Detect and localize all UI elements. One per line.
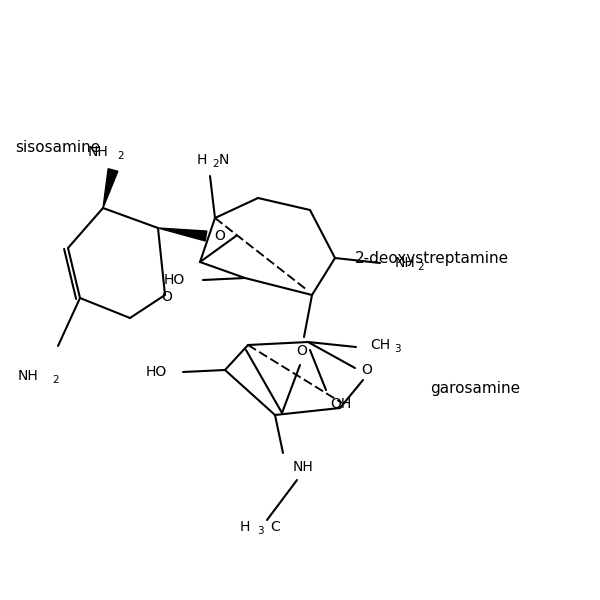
- Polygon shape: [103, 169, 118, 208]
- Text: N: N: [219, 153, 229, 167]
- Text: 3: 3: [394, 344, 401, 354]
- Text: 2-deoxystreptamine: 2-deoxystreptamine: [355, 251, 509, 265]
- Text: HO: HO: [146, 365, 167, 379]
- Text: H: H: [197, 153, 207, 167]
- Text: NH: NH: [293, 460, 314, 474]
- Text: NH: NH: [395, 256, 416, 270]
- Text: CH: CH: [370, 338, 390, 352]
- Text: NH: NH: [17, 369, 38, 383]
- Text: sisosamine: sisosamine: [15, 140, 100, 155]
- Polygon shape: [158, 228, 207, 241]
- Text: OH: OH: [330, 397, 351, 411]
- Text: O: O: [296, 344, 307, 358]
- Text: NH: NH: [87, 145, 108, 159]
- Text: 2: 2: [117, 151, 124, 161]
- Text: O: O: [215, 229, 226, 243]
- Text: 2: 2: [417, 262, 424, 272]
- Text: H: H: [239, 520, 250, 534]
- Text: garosamine: garosamine: [430, 380, 520, 395]
- Text: HO: HO: [164, 273, 185, 287]
- Text: 3: 3: [257, 526, 263, 536]
- Text: O: O: [362, 363, 373, 377]
- Text: 2: 2: [52, 375, 59, 385]
- Text: 2: 2: [212, 159, 218, 169]
- Text: C: C: [270, 520, 280, 534]
- Text: O: O: [161, 290, 172, 304]
